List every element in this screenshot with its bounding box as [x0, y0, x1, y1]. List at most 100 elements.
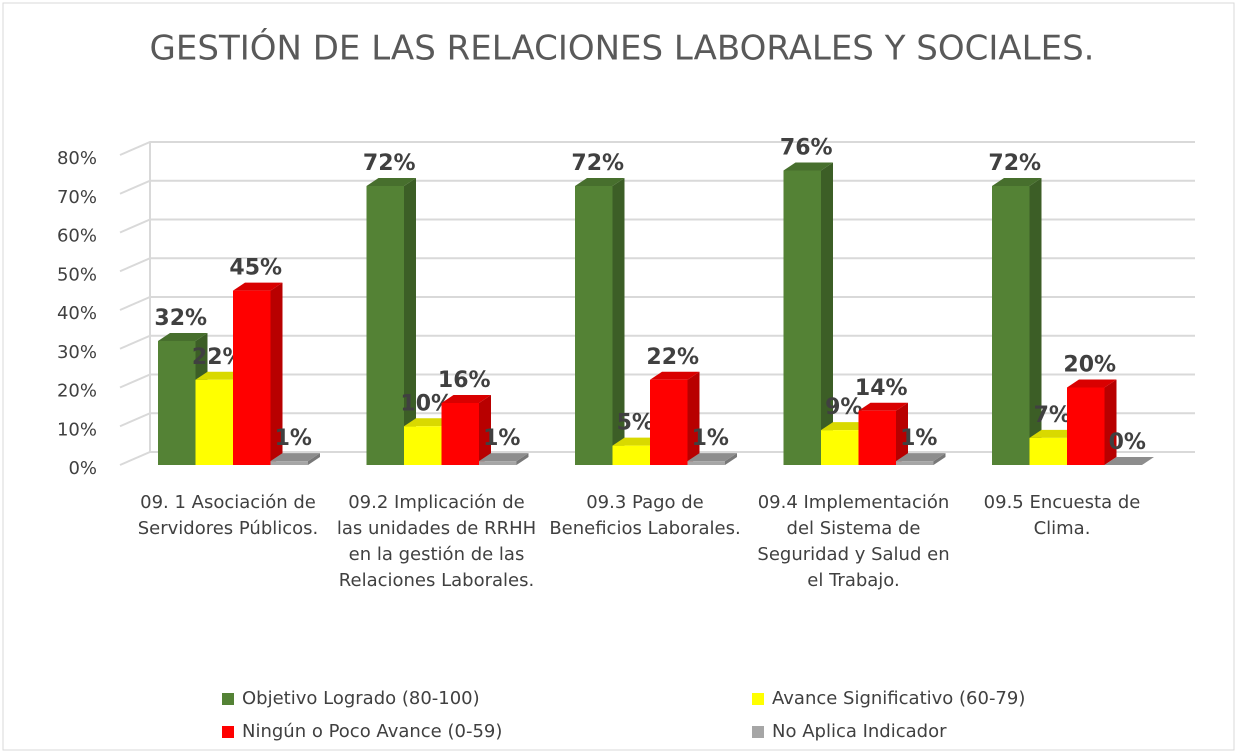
bar-top — [270, 453, 320, 462]
bar-side — [516, 453, 529, 465]
bar-top — [1029, 429, 1079, 438]
y-tick-label: 20% — [57, 381, 97, 402]
bar-side — [612, 178, 625, 465]
y-tick-label: 60% — [57, 226, 97, 247]
bar-side — [821, 162, 833, 465]
bar — [992, 186, 1030, 465]
bar-top — [158, 333, 208, 341]
bar — [650, 379, 688, 465]
bar-side — [404, 178, 416, 465]
legend-label: Ningún o Poco Avance (0-59) — [242, 721, 503, 742]
bar-side — [308, 453, 320, 465]
bar-side — [687, 371, 700, 465]
data-label: 7% — [1034, 403, 1071, 428]
bar — [270, 461, 308, 465]
bar — [1029, 437, 1067, 465]
data-label: 32% — [154, 306, 207, 331]
x-tick-label: 09.3 Pago de Beneficios Laborales. — [549, 492, 741, 539]
data-label: 1% — [275, 426, 312, 451]
data-label: 20% — [1063, 353, 1116, 378]
y-tick-label: 10% — [57, 419, 97, 440]
bar-side — [1029, 178, 1042, 465]
data-label: 45% — [229, 256, 282, 281]
bar — [158, 341, 196, 465]
bar-top — [479, 453, 529, 462]
bar — [783, 170, 821, 465]
data-label: 14% — [855, 376, 908, 401]
bar — [441, 403, 479, 465]
bar-top — [783, 162, 833, 171]
bar-top — [858, 402, 908, 411]
bar-top — [896, 453, 946, 462]
x-tick-label: 09.2 Implicación de las unidades de RRHH… — [336, 492, 537, 591]
data-label: 1% — [900, 426, 937, 451]
bar — [1067, 387, 1105, 465]
bar-top — [992, 178, 1042, 186]
data-label: 16% — [438, 368, 491, 393]
bar-top — [366, 178, 416, 186]
bar-side — [725, 453, 737, 465]
bar-side — [933, 453, 946, 465]
bar — [479, 461, 517, 465]
data-label: 72% — [571, 151, 624, 176]
bar — [366, 186, 404, 465]
bar-top — [404, 418, 454, 427]
bar-top — [821, 422, 871, 431]
legend-swatch — [752, 692, 764, 705]
bar-side — [896, 402, 908, 465]
data-label: 0% — [1109, 430, 1146, 455]
data-label: 1% — [483, 426, 520, 451]
y-tick-label: 30% — [57, 342, 97, 363]
legend-item: No Aplica Indicador — [752, 721, 947, 742]
legend-label: Avance Significativo (60-79) — [772, 688, 1026, 709]
data-label: 76% — [780, 136, 833, 161]
data-label: 9% — [825, 395, 862, 420]
legend-item: Ningún o Poco Avance (0-59) — [222, 721, 502, 742]
x-tick-label: 09.5 Encuesta de Clima. — [983, 492, 1141, 539]
bar — [821, 430, 859, 465]
data-label: 1% — [692, 426, 729, 451]
bar — [404, 426, 442, 465]
x-tick-label: 09. 1 Asociación de Servidores Públicos. — [137, 492, 319, 539]
y-tick-label: 50% — [57, 264, 97, 285]
legend-item: Objetivo Logrado (80-100) — [222, 688, 480, 709]
bar-side — [1104, 379, 1117, 465]
bar — [687, 461, 725, 465]
bar-top — [441, 395, 491, 403]
bar — [233, 290, 271, 465]
chart-title: GESTIÓN DE LAS RELACIONES LABORALES Y SO… — [150, 28, 1095, 69]
legend-item: Avance Significativo (60-79) — [752, 688, 1025, 709]
bar — [195, 379, 233, 465]
legend-label: Objetivo Logrado (80-100) — [242, 688, 480, 709]
bar-top — [1067, 379, 1117, 388]
legend-swatch — [752, 725, 764, 738]
y-tick-label: 70% — [57, 187, 97, 208]
x-tick-label: 09.4 Implementación del Sistema de Segur… — [757, 492, 950, 591]
bar-top — [650, 371, 700, 380]
bar — [896, 461, 934, 465]
data-label: 72% — [988, 151, 1041, 176]
data-label: 5% — [617, 411, 654, 436]
bar-side — [479, 395, 491, 465]
data-label: 22% — [646, 345, 699, 370]
legend-swatch — [222, 692, 234, 705]
bar-top — [1104, 457, 1154, 465]
bar-top — [575, 178, 625, 186]
legend-label: No Aplica Indicador — [772, 721, 947, 742]
data-label: 72% — [363, 151, 416, 176]
bar — [858, 410, 896, 465]
legend-swatch — [222, 725, 234, 738]
bar-top — [233, 282, 283, 291]
bar — [575, 186, 613, 465]
y-tick-label: 80% — [57, 148, 97, 169]
y-tick-label: 40% — [57, 303, 97, 324]
bar-side — [270, 282, 283, 465]
bar-top — [612, 437, 662, 446]
bar — [612, 445, 650, 465]
y-tick-label: 0% — [68, 458, 97, 479]
bar-top — [687, 453, 737, 462]
bar-top — [195, 371, 245, 380]
